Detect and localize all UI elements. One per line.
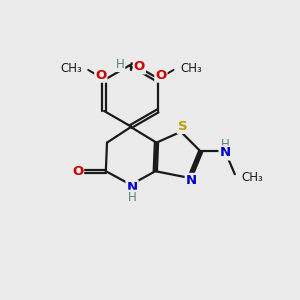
Text: H: H — [128, 190, 136, 204]
Text: H: H — [221, 139, 230, 152]
Text: S: S — [178, 120, 187, 133]
Text: CH₃: CH₃ — [180, 62, 202, 75]
Text: N: N — [220, 146, 231, 159]
Text: CH₃: CH₃ — [60, 62, 82, 75]
Text: N: N — [186, 174, 197, 187]
Text: O: O — [155, 69, 167, 82]
Text: CH₃: CH₃ — [241, 171, 263, 184]
Text: N: N — [127, 181, 138, 194]
Text: O: O — [134, 61, 145, 74]
Text: O: O — [95, 69, 106, 82]
Text: H: H — [116, 58, 124, 71]
Text: O: O — [72, 165, 83, 178]
